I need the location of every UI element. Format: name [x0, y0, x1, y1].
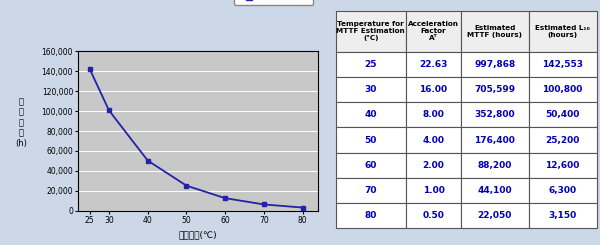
- Bar: [461, 77, 529, 102]
- Bar: [461, 203, 529, 228]
- Text: 16.00: 16.00: [419, 85, 448, 94]
- Text: 22,050: 22,050: [478, 211, 512, 220]
- Text: 50,400: 50,400: [545, 110, 580, 119]
- Text: 25,200: 25,200: [545, 135, 580, 145]
- Text: 100,800: 100,800: [542, 85, 583, 94]
- Bar: [529, 52, 596, 77]
- Text: Temperature for
MTTF Estimation
(℃): Temperature for MTTF Estimation (℃): [337, 21, 405, 41]
- Bar: [335, 127, 406, 153]
- Bar: [461, 178, 529, 203]
- Text: 1.00: 1.00: [422, 186, 445, 195]
- Text: 22.63: 22.63: [419, 60, 448, 69]
- Text: 70: 70: [365, 186, 377, 195]
- Bar: [461, 11, 529, 52]
- Bar: [461, 52, 529, 77]
- Bar: [406, 11, 461, 52]
- Bar: [529, 203, 596, 228]
- Text: 142,553: 142,553: [542, 60, 583, 69]
- Text: 6,300: 6,300: [548, 186, 577, 195]
- Bar: [406, 178, 461, 203]
- Text: 0.50: 0.50: [422, 211, 445, 220]
- Text: 50: 50: [365, 135, 377, 145]
- Bar: [335, 153, 406, 178]
- Bar: [529, 178, 596, 203]
- Bar: [529, 153, 596, 178]
- Text: Estimated L₁₀
(hours): Estimated L₁₀ (hours): [535, 25, 590, 38]
- Bar: [529, 127, 596, 153]
- Text: 8.00: 8.00: [422, 110, 445, 119]
- Text: 2.00: 2.00: [422, 161, 445, 170]
- Bar: [461, 102, 529, 127]
- Text: 4.00: 4.00: [422, 135, 445, 145]
- Bar: [335, 52, 406, 77]
- Text: 3,150: 3,150: [548, 211, 577, 220]
- Bar: [529, 77, 596, 102]
- Bar: [406, 203, 461, 228]
- Bar: [335, 102, 406, 127]
- Text: 997,868: 997,868: [474, 60, 515, 69]
- Text: 80: 80: [365, 211, 377, 220]
- Text: Acceleration
Factor
Aᵀ: Acceleration Factor Aᵀ: [408, 21, 459, 41]
- Bar: [335, 178, 406, 203]
- Bar: [406, 153, 461, 178]
- Bar: [335, 77, 406, 102]
- Bar: [406, 52, 461, 77]
- Text: 40: 40: [365, 110, 377, 119]
- Bar: [406, 77, 461, 102]
- Text: 60: 60: [365, 161, 377, 170]
- Text: 使
用
寿
命
(h): 使 用 寿 命 (h): [15, 97, 27, 148]
- Bar: [335, 203, 406, 228]
- Text: 25: 25: [365, 60, 377, 69]
- X-axis label: 工作温度(℃): 工作温度(℃): [179, 230, 217, 239]
- Text: 176,400: 176,400: [475, 135, 515, 145]
- Text: 705,599: 705,599: [474, 85, 515, 94]
- Text: 12,600: 12,600: [545, 161, 580, 170]
- Text: 352,800: 352,800: [475, 110, 515, 119]
- Text: 88,200: 88,200: [478, 161, 512, 170]
- Bar: [529, 11, 596, 52]
- Text: 30: 30: [365, 85, 377, 94]
- Text: 44,100: 44,100: [478, 186, 512, 195]
- Bar: [461, 127, 529, 153]
- Legend: L10 curve: L10 curve: [235, 0, 313, 5]
- Text: Estimated
MTTF (hours): Estimated MTTF (hours): [467, 25, 523, 38]
- Bar: [529, 102, 596, 127]
- Bar: [461, 153, 529, 178]
- Bar: [406, 102, 461, 127]
- Bar: [406, 127, 461, 153]
- Bar: [335, 11, 406, 52]
